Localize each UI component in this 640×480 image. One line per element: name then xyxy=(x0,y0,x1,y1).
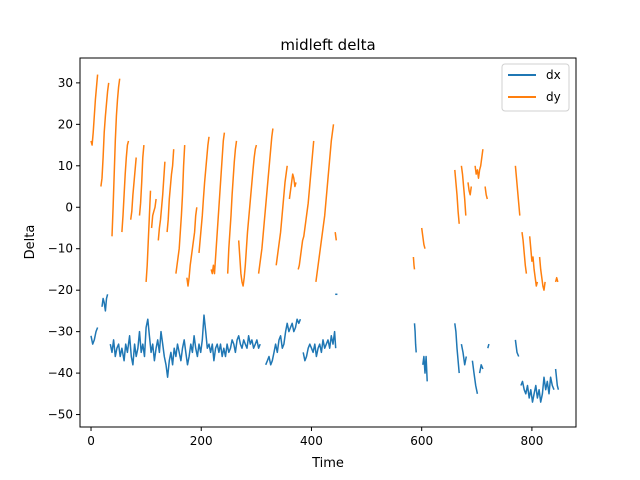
series-dx-segment xyxy=(478,364,484,374)
x-tick-label: 0 xyxy=(87,434,95,448)
axes-frame xyxy=(79,57,577,428)
series-dx-segment xyxy=(265,318,302,366)
series-dy-segment xyxy=(454,169,460,224)
series-dy-segment xyxy=(186,207,198,287)
series-dx-segment xyxy=(109,314,261,378)
y-tick-label: −40 xyxy=(48,366,73,380)
series-dx-segment xyxy=(454,323,460,374)
x-tick-label: 600 xyxy=(410,434,433,448)
series-dx-segment xyxy=(460,343,468,366)
series-dy-segment xyxy=(528,236,539,287)
series-dx-segment xyxy=(514,339,520,357)
y-tick-label: −10 xyxy=(48,242,73,256)
series-dy-segment xyxy=(145,190,152,282)
y-tick-label: 10 xyxy=(58,159,73,173)
series-dy-segment xyxy=(297,140,315,270)
series-dx-segment xyxy=(302,330,337,362)
series-dy-segment xyxy=(315,124,335,282)
series-dy-segment xyxy=(420,227,426,249)
series-dy-segment xyxy=(514,165,521,216)
series-dy-segment xyxy=(521,232,528,274)
series-dy-segment xyxy=(275,165,288,266)
y-tick-label: 20 xyxy=(58,117,73,131)
series-dx-segment xyxy=(101,294,109,312)
y-axis: −50 −40 −30 −20 −10 0 10 20 30 xyxy=(48,76,80,422)
legend-label-dx: dx xyxy=(546,68,561,82)
x-tick-label: 400 xyxy=(300,434,323,448)
series-dy-segment xyxy=(538,256,546,291)
series-dy-segment xyxy=(111,78,121,237)
series-dy-segment xyxy=(226,140,238,274)
series-dy-segment xyxy=(138,145,145,216)
series-dy-segment xyxy=(90,74,99,146)
series-dx-segment xyxy=(471,360,479,394)
series-dy-segment xyxy=(166,149,175,233)
series-dy-segment xyxy=(412,256,416,270)
x-tick-label: 200 xyxy=(190,434,213,448)
series-dy-segment xyxy=(460,165,467,216)
x-tick-label: 800 xyxy=(520,434,543,448)
series-dx-segment xyxy=(413,323,417,353)
series-dy-segment xyxy=(210,132,226,275)
chart-title: midleft delta xyxy=(280,36,375,54)
series-dy-segment xyxy=(257,128,274,274)
series-dy-segment xyxy=(334,232,338,241)
x-axis-label: Time xyxy=(311,456,344,471)
legend-label-dy: dy xyxy=(546,90,561,104)
series-dy-segment xyxy=(467,182,473,196)
y-tick-label: 30 xyxy=(58,76,73,90)
series-dy-segment xyxy=(121,140,130,233)
series-dy-segment xyxy=(484,186,489,200)
y-tick-label: −30 xyxy=(48,325,73,339)
plot-area xyxy=(90,74,560,403)
series-dy-segment xyxy=(554,276,559,283)
series-dy-segment xyxy=(150,198,157,229)
series-dx-segment xyxy=(487,343,490,349)
series-dy-segment xyxy=(474,149,484,179)
series-dx-segment xyxy=(520,376,555,403)
y-tick-label: −50 xyxy=(48,408,73,422)
y-axis-label: Delta xyxy=(23,225,38,260)
x-axis: 0 200 400 600 800 xyxy=(87,427,543,448)
series-dx-segment xyxy=(422,355,428,382)
series-dx-segment xyxy=(90,327,99,345)
series-dy-segment xyxy=(288,173,297,200)
series-dy-segment xyxy=(237,144,258,287)
series-dy-segment xyxy=(198,136,210,253)
series-dy-segment xyxy=(129,157,137,220)
y-tick-label: −20 xyxy=(48,283,73,297)
series-dy-segment xyxy=(100,82,110,187)
y-tick-label: 0 xyxy=(65,200,73,214)
series-dx-segment xyxy=(554,368,560,390)
series-dy-segment xyxy=(175,145,186,274)
legend: dx dy xyxy=(501,63,570,112)
series-layer xyxy=(90,74,560,403)
series-dy-segment xyxy=(157,161,166,241)
